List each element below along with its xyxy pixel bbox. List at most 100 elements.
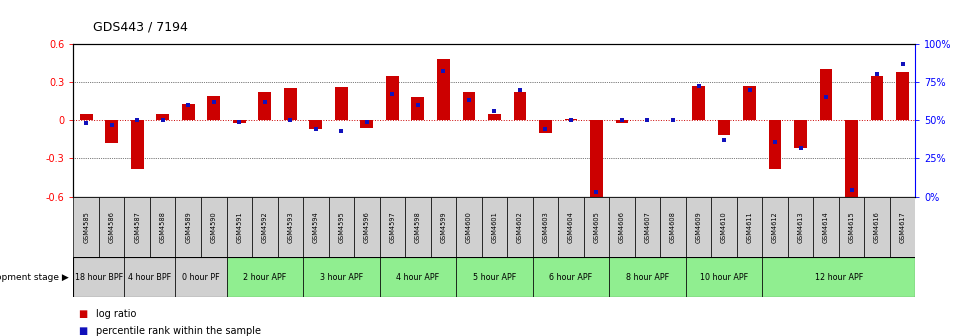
- Text: GSM4607: GSM4607: [644, 211, 649, 243]
- Text: 3 hour APF: 3 hour APF: [320, 273, 363, 282]
- Bar: [481, 197, 507, 257]
- Text: GSM4594: GSM4594: [313, 211, 319, 243]
- Bar: [615, 120, 628, 123]
- Text: GSM4602: GSM4602: [516, 211, 522, 243]
- Text: GSM4612: GSM4612: [772, 211, 778, 243]
- Text: 4 hour APF: 4 hour APF: [396, 273, 439, 282]
- Text: ■: ■: [78, 326, 87, 336]
- Bar: [436, 59, 449, 120]
- Text: GSM4596: GSM4596: [364, 211, 370, 243]
- Text: GSM4614: GSM4614: [822, 211, 828, 243]
- Text: GSM4604: GSM4604: [567, 211, 573, 243]
- Bar: [334, 87, 347, 120]
- Bar: [487, 114, 501, 120]
- Text: 18 hour BPF: 18 hour BPF: [74, 273, 123, 282]
- Bar: [762, 257, 914, 297]
- Bar: [685, 257, 762, 297]
- Text: GSM4600: GSM4600: [466, 211, 471, 243]
- Bar: [456, 197, 481, 257]
- Bar: [207, 96, 220, 120]
- Text: GSM4591: GSM4591: [236, 211, 242, 243]
- Bar: [590, 120, 602, 199]
- Text: 10 hour APF: 10 hour APF: [699, 273, 747, 282]
- Bar: [150, 197, 175, 257]
- Text: GSM4585: GSM4585: [83, 211, 89, 243]
- Bar: [889, 197, 914, 257]
- Bar: [175, 257, 226, 297]
- Bar: [80, 114, 93, 120]
- Bar: [277, 197, 303, 257]
- Bar: [258, 92, 271, 120]
- Bar: [106, 120, 118, 143]
- Bar: [819, 69, 831, 120]
- Bar: [411, 97, 423, 120]
- Text: GSM4588: GSM4588: [159, 211, 165, 243]
- Bar: [507, 197, 532, 257]
- Bar: [131, 120, 144, 169]
- Text: GSM4609: GSM4609: [694, 211, 701, 243]
- Bar: [742, 86, 755, 120]
- Text: GSM4599: GSM4599: [440, 211, 446, 243]
- Bar: [379, 257, 456, 297]
- Text: GSM4586: GSM4586: [109, 211, 114, 243]
- Bar: [360, 120, 373, 128]
- Text: percentile rank within the sample: percentile rank within the sample: [96, 326, 261, 336]
- Bar: [513, 92, 526, 120]
- Bar: [156, 114, 169, 120]
- Bar: [226, 257, 303, 297]
- Bar: [793, 120, 806, 148]
- Bar: [354, 197, 379, 257]
- Bar: [564, 119, 577, 120]
- Bar: [303, 257, 379, 297]
- Bar: [329, 197, 354, 257]
- Bar: [99, 197, 124, 257]
- Text: GSM4613: GSM4613: [797, 211, 803, 243]
- Text: 2 hour APF: 2 hour APF: [243, 273, 287, 282]
- Bar: [405, 197, 430, 257]
- Text: log ratio: log ratio: [96, 309, 136, 319]
- Bar: [691, 86, 704, 120]
- Bar: [303, 197, 329, 257]
- Text: GSM4616: GSM4616: [873, 211, 879, 243]
- Text: GSM4598: GSM4598: [415, 211, 421, 243]
- Text: GSM4590: GSM4590: [210, 211, 216, 243]
- Text: 0 hour PF: 0 hour PF: [182, 273, 220, 282]
- Text: GSM4606: GSM4606: [618, 211, 624, 243]
- Text: GSM4587: GSM4587: [134, 211, 140, 243]
- Text: 5 hour APF: 5 hour APF: [472, 273, 515, 282]
- Text: GSM4603: GSM4603: [542, 211, 548, 243]
- Bar: [73, 257, 124, 297]
- Bar: [813, 197, 838, 257]
- Text: 4 hour BPF: 4 hour BPF: [128, 273, 171, 282]
- Text: 12 hour APF: 12 hour APF: [814, 273, 862, 282]
- Bar: [608, 197, 634, 257]
- Bar: [711, 197, 736, 257]
- Bar: [309, 120, 322, 129]
- Bar: [251, 197, 277, 257]
- Text: GSM4595: GSM4595: [338, 211, 344, 243]
- Text: GSM4615: GSM4615: [848, 211, 854, 243]
- Bar: [462, 92, 474, 120]
- Bar: [838, 197, 864, 257]
- Bar: [768, 120, 780, 169]
- Bar: [869, 76, 882, 120]
- Bar: [456, 257, 532, 297]
- Text: GSM4593: GSM4593: [287, 211, 293, 243]
- Bar: [175, 197, 200, 257]
- Text: ■: ■: [78, 309, 87, 319]
- Bar: [430, 197, 456, 257]
- Bar: [583, 197, 608, 257]
- Text: GSM4608: GSM4608: [669, 211, 675, 243]
- Bar: [539, 120, 552, 133]
- Text: GSM4610: GSM4610: [720, 211, 727, 243]
- Text: GSM4611: GSM4611: [746, 211, 752, 243]
- Text: 6 hour APF: 6 hour APF: [549, 273, 592, 282]
- Bar: [608, 257, 685, 297]
- Bar: [200, 197, 226, 257]
- Bar: [864, 197, 889, 257]
- Bar: [182, 103, 195, 120]
- Bar: [385, 76, 398, 120]
- Bar: [124, 197, 150, 257]
- Bar: [762, 197, 787, 257]
- Text: 8 hour APF: 8 hour APF: [625, 273, 668, 282]
